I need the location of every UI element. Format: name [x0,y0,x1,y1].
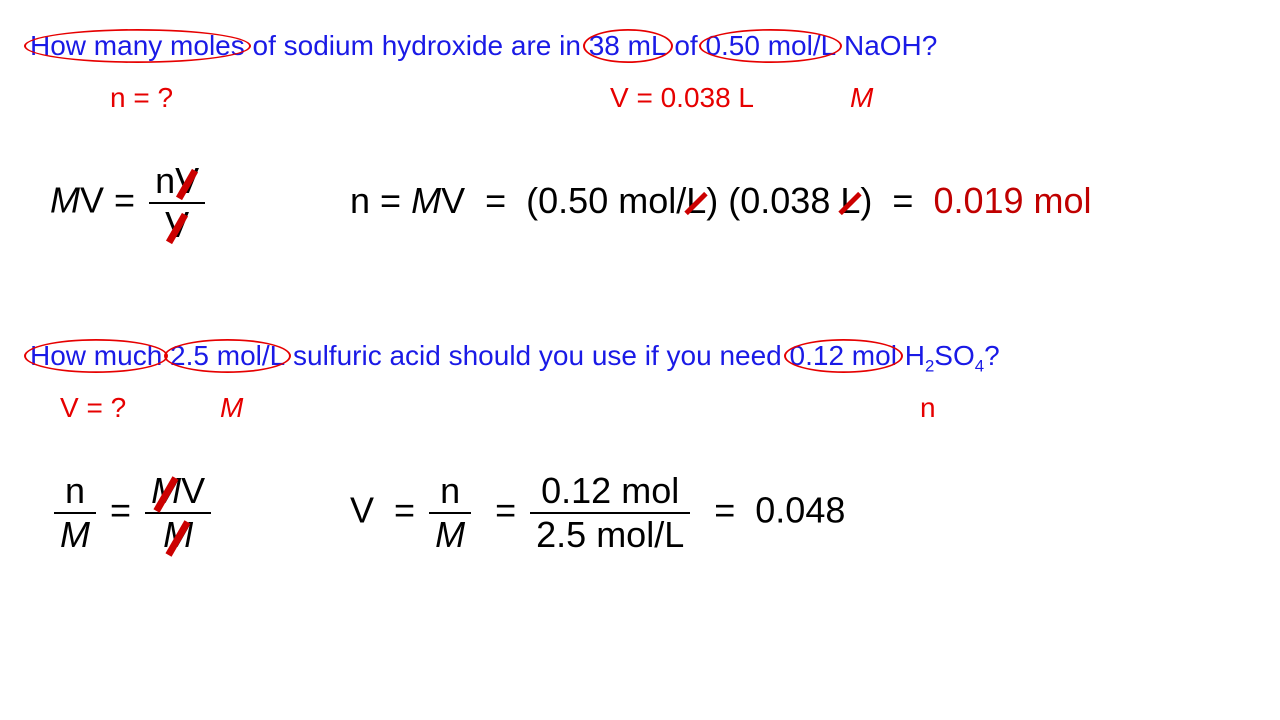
q1-eqn-M: M [50,180,80,221]
q1-frac-n: n [155,160,175,201]
q2-f4-den: 2.5 mol/L [536,514,684,555]
q2-answer: 0.048 [755,490,845,531]
q2-sub2: 2 [925,357,934,376]
q1-mid-V: V [441,180,465,221]
q1-text-d: of [674,30,697,61]
q1-text-f: NaOH? [844,30,937,61]
q2-f2-den-struck: M [163,514,193,555]
q1-mid-eq: = [380,180,401,221]
q1-frac-V-struck: V [175,160,199,201]
q1-sub-mid: ) (0.038 [706,180,840,221]
q1-circled-volume: 38 mL [589,30,667,62]
q2-qmark: ? [984,340,1000,371]
q1-mid-eq2: = [485,180,506,221]
q2-annot-M: M [220,392,243,424]
q2-frac3: n M [429,470,471,556]
q1-annot-V: V = 0.038 L [610,82,754,114]
q1-eqn-V: V [80,180,104,221]
q2-text-c: sulfuric acid should you use if you need [293,340,782,371]
q1-circled-molarity: 0.50 mol/L [705,30,836,62]
q1-circled-moles: How many moles [30,30,245,62]
q2-eq3: = [714,490,735,531]
q2-formula: H2SO4? [905,340,1000,371]
q2-annot-n: n [920,392,936,424]
q1-annot-n: n = ? [110,82,173,114]
q2-mid-eq: = [394,490,415,531]
q1-eq3: = [892,180,913,221]
q1-frac-den-V-struck: V [165,204,189,245]
question-2: How much 2.5 mol/L sulfuric acid should … [30,340,1000,377]
q2-frac4: 0.12 mol 2.5 mol/L [530,470,690,556]
q2-frac1: n M [54,470,96,556]
q1-text-b: of sodium hydroxide are in [253,30,581,61]
q2-eqn-left: n M = MV M [50,470,215,556]
q1-L1-struck: L [686,180,706,221]
q2-circled-howmuch: How much [30,340,162,372]
q2-H: H [905,340,925,371]
q1-eqn-mid: n = MV = (0.50 mol/L) (0.038 L) = 0.019 … [350,180,1092,222]
q2-f1-den: M [60,514,90,555]
q1-mid-n: n [350,180,370,221]
q2-mid-V: V [350,490,374,531]
q2-eq2: = [495,490,516,531]
q1-answer: 0.019 mol [933,180,1091,221]
q2-annot-V: V = ? [60,392,126,424]
q2-circled-moles: 0.12 mol [790,340,897,372]
q2-eqn-mid: V = n M = 0.12 mol 2.5 mol/L = 0.048 [350,470,845,556]
q2-f4-num: 0.12 mol [541,470,679,511]
q1-eqn-left: MV = nV V [50,160,209,246]
q2-f2-M-struck: M [151,470,181,511]
q2-f2-V: V [181,470,205,511]
q2-eq1: = [110,490,131,531]
q2-f1-num: n [65,470,85,511]
q2-f3-den: M [435,514,465,555]
q2-frac2: MV M [145,470,211,556]
q1-sub-close: ) [860,180,872,221]
q2-circled-molarity: 2.5 mol/L [170,340,285,372]
question-1: How many moles of sodium hydroxide are i… [30,30,937,62]
q2-SO: SO [934,340,974,371]
q2-sub4: 4 [975,357,984,376]
q2-f3-num: n [440,470,460,511]
q1-mid-M: M [411,180,441,221]
q1-sub-open: (0.50 mol/ [526,180,686,221]
q1-eqn-eq1: = [114,180,135,221]
q1-eqn-frac: nV V [149,160,205,246]
q1-annot-M: M [850,82,873,114]
q1-L2-struck: L [840,180,860,221]
